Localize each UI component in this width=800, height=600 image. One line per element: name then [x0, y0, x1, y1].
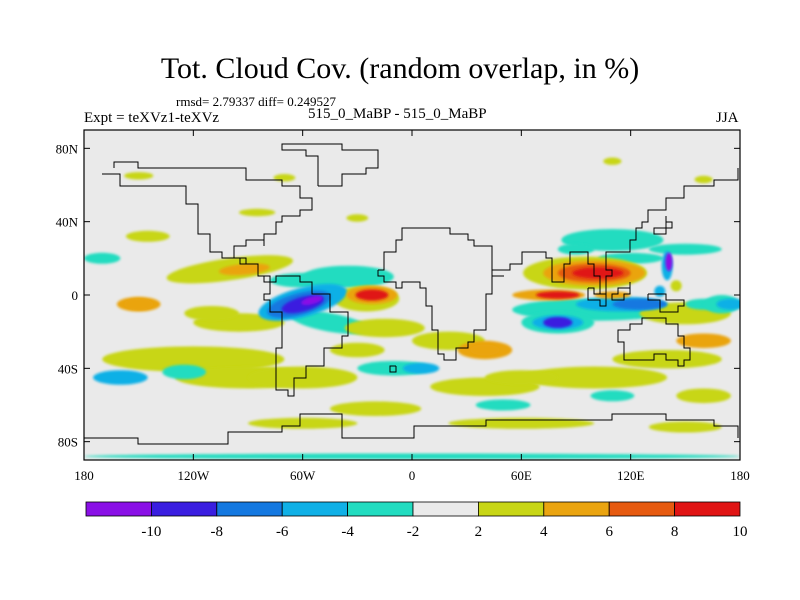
x-tick-label: 120E: [617, 468, 645, 483]
anomaly-contour: [535, 291, 580, 299]
anomaly-contour: [648, 421, 722, 433]
colorbar-swatch: [85, 501, 152, 517]
colorbar-swatch: [281, 501, 349, 517]
anomaly-contour: [694, 175, 713, 184]
anomaly-contour: [676, 388, 731, 404]
anomaly-contour: [238, 208, 276, 217]
coastline: [113, 161, 313, 265]
coastline: [611, 282, 631, 301]
anomaly-contour: [302, 265, 394, 288]
colorbar-label: -4: [341, 524, 354, 540]
colorbar-swatch: [412, 501, 479, 517]
colorbar-label: -8: [211, 524, 224, 540]
season-label: JJA: [716, 110, 739, 126]
anomaly-contour: [557, 243, 595, 255]
x-tick-label: 180: [74, 468, 94, 483]
colorbar: -10 -8 -6 -4 -2 2 4 6 8 10: [85, 501, 748, 540]
anomaly-contour: [124, 172, 154, 180]
coastlines: [84, 143, 739, 445]
coastline: [617, 317, 691, 367]
stats-label: rmsd= 2.79337 diff= 0.249527: [176, 94, 336, 109]
colorbar-label: -10: [141, 524, 161, 540]
coastline: [84, 413, 739, 445]
colorbar-label: 10: [733, 524, 748, 540]
anomaly-contour: [344, 318, 425, 338]
anomaly-contour: [665, 252, 673, 272]
anomaly-contour: [543, 317, 573, 328]
y-tick-label: 40N: [56, 215, 79, 230]
anomaly-contour: [475, 399, 531, 411]
colorbar-label: 2: [475, 524, 483, 540]
case-label: 515_0_MaBP - 515_0_MaBP: [308, 106, 487, 122]
anomaly-contour: [84, 252, 121, 264]
anomaly-contour: [521, 366, 668, 389]
anomaly-contour: [162, 364, 207, 380]
y-tick-label: 80S: [58, 435, 78, 450]
anomaly-contour: [330, 401, 422, 417]
coastline: [102, 173, 349, 397]
anomaly-contour: [218, 263, 270, 276]
colorbar-swatch: [543, 501, 610, 517]
anomaly-contour: [470, 344, 500, 356]
colorbar-label: -2: [407, 524, 420, 540]
anomaly-contour: [612, 350, 722, 369]
anomaly-contour: [572, 267, 624, 279]
chart-title: Tot. Cloud Cov. (random overlap, in %): [160, 52, 640, 85]
anomaly-contour: [590, 390, 635, 402]
anomaly-contour: [676, 333, 731, 349]
colorbar-label: 6: [605, 524, 613, 540]
colorbar-swatch: [150, 501, 218, 517]
anomaly-contour: [716, 298, 740, 310]
coastline: [377, 227, 504, 361]
coastline: [389, 365, 397, 373]
colorbar-swatch: [347, 501, 414, 517]
experiment-label: Expt = teXVz1-teXVz: [84, 110, 220, 126]
anomaly-contour: [654, 285, 666, 297]
x-tick-label: 120W: [177, 468, 210, 483]
coastline: [587, 287, 607, 307]
anomaly-contour: [301, 295, 323, 306]
x-tick-label: 60W: [290, 468, 316, 483]
y-tick-label: 80N: [56, 141, 79, 156]
anomaly-contour: [612, 298, 668, 310]
anomaly-contour: [125, 230, 170, 242]
colorbar-swatch: [477, 501, 545, 517]
anomaly-contour: [102, 346, 285, 373]
colorbar-swatch: [674, 501, 741, 517]
anomaly-contour: [670, 280, 682, 292]
anomaly-contour: [648, 243, 722, 255]
anomaly-contour: [402, 362, 440, 374]
colorbar-swatch: [216, 501, 283, 517]
coastline: [653, 216, 673, 235]
coastline: [647, 293, 685, 313]
anomaly-contour: [124, 298, 154, 310]
anomaly-contour: [346, 214, 369, 222]
x-tick-label: 0: [409, 468, 416, 483]
anomaly-contour: [330, 342, 385, 358]
colorbar-label: 4: [540, 524, 548, 540]
x-tick-label: 60E: [511, 468, 532, 483]
colorbar-label: -6: [276, 524, 289, 540]
x-tick-label: 180: [730, 468, 750, 483]
anomaly-contour: [184, 306, 239, 321]
axes: 180 120W 60W 0 60E 120E 180 80N 40N 0 40S 80S: [56, 130, 750, 483]
y-tick-label: 0: [72, 288, 79, 303]
colorbar-label: 8: [671, 524, 679, 540]
anomaly-field: [84, 157, 740, 460]
colorbar-swatch: [608, 501, 676, 517]
anomaly-contour: [448, 417, 595, 429]
anomaly-contour: [603, 157, 622, 165]
coastline: [281, 143, 379, 187]
anomaly-contour: [93, 370, 148, 385]
anomaly-contour: [355, 289, 389, 301]
y-tick-label: 40S: [58, 361, 78, 376]
anomaly-contour: [484, 370, 558, 385]
anomaly-contour: [248, 417, 358, 429]
